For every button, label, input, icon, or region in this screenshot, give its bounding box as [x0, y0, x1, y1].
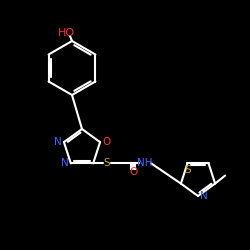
Text: O: O	[102, 137, 110, 147]
Text: NH: NH	[138, 158, 153, 168]
Text: N: N	[54, 137, 62, 147]
Text: N: N	[200, 191, 208, 201]
Text: N: N	[61, 158, 69, 168]
Text: HO: HO	[58, 28, 74, 38]
Text: S: S	[104, 158, 110, 168]
Text: O: O	[129, 167, 137, 177]
Text: S: S	[184, 166, 191, 175]
